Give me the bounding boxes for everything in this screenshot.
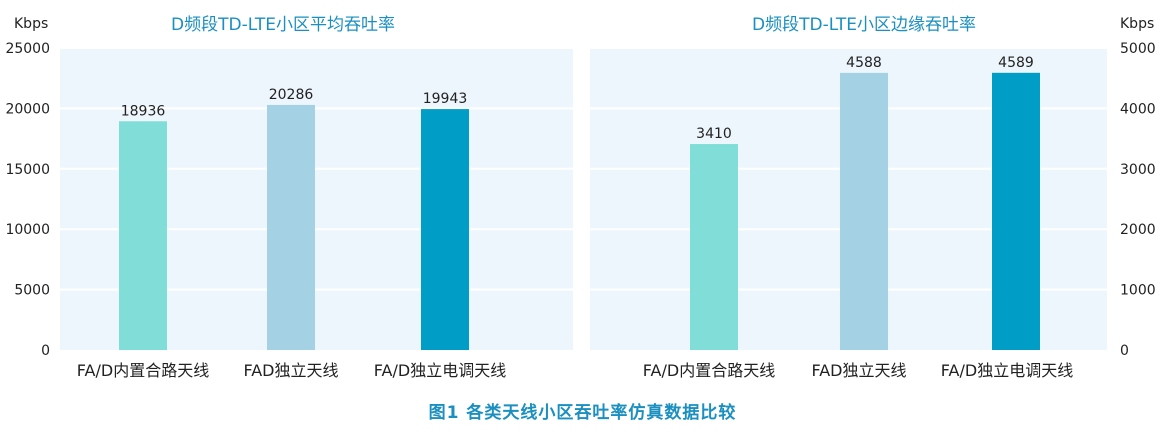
chart-title: D频段TD-LTE小区边缘吞吐率 bbox=[752, 15, 976, 35]
x-category-label: FAD独立天线 bbox=[811, 361, 906, 380]
data-label: 3410 bbox=[696, 126, 732, 142]
x-category-label: FAD独立天线 bbox=[243, 361, 338, 380]
y-tick-label: 5000 bbox=[14, 283, 50, 299]
bar bbox=[992, 72, 1040, 350]
y-tick-label: 4000 bbox=[1120, 101, 1156, 117]
chart-title: D频段TD-LTE小区平均吞吐率 bbox=[171, 15, 395, 35]
y-unit-label: Kbps bbox=[14, 16, 48, 32]
x-category-label: FA/D内置合路天线 bbox=[643, 361, 775, 380]
y-tick-label: 10000 bbox=[5, 222, 50, 238]
y-unit-label: Kbps bbox=[1120, 16, 1154, 32]
y-tick-label: 15000 bbox=[5, 162, 50, 178]
data-label: 4589 bbox=[998, 55, 1034, 71]
y-tick-label: 1000 bbox=[1120, 283, 1156, 299]
x-category-label: FA/D独立电调天线 bbox=[941, 361, 1073, 380]
bar bbox=[690, 144, 738, 350]
data-label: 18936 bbox=[121, 103, 166, 119]
y-tick-label: 0 bbox=[41, 343, 50, 359]
chart-1: 0 5000 10000 15000 20000 25000 Kbps D频段TD-LTE小区… bbox=[5, 15, 573, 380]
data-label: 19943 bbox=[423, 91, 468, 107]
y-tick-label: 3000 bbox=[1120, 162, 1156, 178]
figure-caption: 图1 各类天线小区吞吐率仿真数据比较 bbox=[428, 403, 737, 423]
data-label: 4588 bbox=[846, 55, 882, 71]
chart-2: 0 1000 2000 3000 4000 5000 Kbps D频段TD-LTE小区边缘吞吐… bbox=[590, 15, 1156, 380]
bar bbox=[267, 104, 315, 350]
data-label: 20286 bbox=[269, 87, 314, 103]
bar bbox=[119, 121, 167, 351]
y-tick-label: 5000 bbox=[1120, 41, 1156, 57]
y-tick-label: 2000 bbox=[1120, 222, 1156, 238]
x-category-label: FA/D独立电调天线 bbox=[374, 361, 506, 380]
bar bbox=[840, 72, 888, 350]
y-tick-label: 25000 bbox=[5, 41, 50, 57]
y-tick-label: 20000 bbox=[5, 101, 50, 117]
y-tick-label: 0 bbox=[1120, 343, 1129, 359]
x-category-label: FA/D内置合路天线 bbox=[77, 361, 209, 380]
bar bbox=[421, 109, 469, 350]
